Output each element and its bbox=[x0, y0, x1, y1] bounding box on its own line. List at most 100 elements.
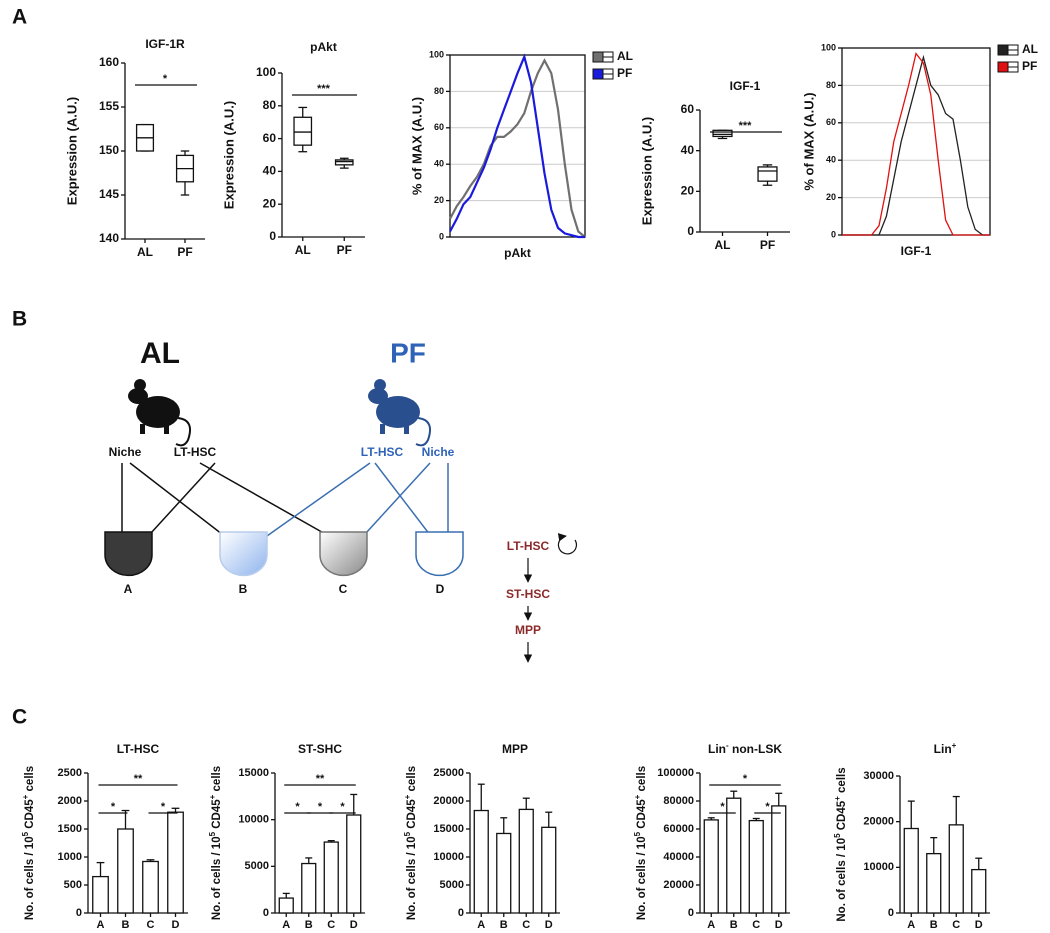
x-tick-label: B bbox=[930, 919, 938, 931]
mouse-icon bbox=[368, 379, 431, 447]
y-tick-label: 10000 bbox=[433, 851, 464, 863]
x-tick-label: A bbox=[907, 919, 915, 931]
legend-label: AL bbox=[1022, 42, 1038, 56]
histogram-line bbox=[842, 52, 990, 236]
y-tick-label: 100 bbox=[821, 42, 836, 52]
x-tick-label: AL bbox=[137, 245, 153, 259]
y-axis-label: % of MAX (A.U.) bbox=[409, 97, 424, 195]
y-axis-label-part: 5 bbox=[21, 831, 30, 836]
significance-label: * bbox=[111, 801, 116, 813]
chart-title-part: Lin bbox=[934, 742, 952, 756]
bar bbox=[748, 819, 764, 914]
box bbox=[712, 129, 733, 138]
chart-title-part: Lin bbox=[708, 742, 726, 756]
y-tick-label: 140 bbox=[99, 231, 119, 245]
plot-frame bbox=[449, 54, 586, 238]
significance-label: *** bbox=[739, 120, 753, 132]
y-axis-label-part: + bbox=[21, 794, 30, 799]
y-axis-label-part: 5 bbox=[633, 831, 642, 836]
group-label: AL bbox=[140, 337, 180, 370]
y-axis-label-part: 5 bbox=[833, 833, 842, 838]
bar bbox=[541, 826, 557, 914]
y-tick-label: 30000 bbox=[863, 770, 894, 782]
y-tick-label: 15000 bbox=[433, 823, 464, 835]
y-tick-label: 40000 bbox=[663, 851, 694, 863]
y-tick-label: 0 bbox=[439, 231, 444, 241]
legend-label: PF bbox=[617, 66, 632, 80]
y-axis-label-part: cells bbox=[836, 767, 848, 796]
y-tick-label: 100 bbox=[429, 49, 444, 59]
dish bbox=[104, 531, 153, 577]
y-axis-label: No. of cells / 105 CD45+ cells bbox=[208, 766, 223, 920]
y-axis-label-part: No. of cells / 10 bbox=[24, 836, 36, 920]
y-tick-label: 20 bbox=[826, 192, 836, 202]
y-axis-label: Expression (A.U.) bbox=[221, 101, 236, 209]
chart-title-part: MPP bbox=[502, 742, 528, 756]
chart-title: pAkt bbox=[310, 40, 337, 54]
y-tick-label: 20 bbox=[434, 195, 444, 205]
y-tick-label: 60000 bbox=[663, 823, 694, 835]
bar bbox=[771, 805, 787, 914]
x-tick-label: C bbox=[752, 919, 760, 931]
x-tick-label: C bbox=[327, 919, 335, 931]
y-tick-label: 1500 bbox=[58, 823, 82, 835]
y-axis-label: Expression (A.U.) bbox=[64, 97, 79, 205]
dish bbox=[415, 531, 464, 577]
dish-label: B bbox=[239, 582, 248, 596]
y-axis-label-part: cells bbox=[636, 766, 648, 795]
y-axis-label-part: + bbox=[633, 794, 642, 799]
y-tick-label: 80000 bbox=[663, 795, 694, 807]
y-tick-label: 0 bbox=[263, 907, 269, 919]
bar bbox=[518, 808, 534, 914]
significance-label: * bbox=[743, 773, 748, 785]
y-tick-label: 20000 bbox=[663, 879, 694, 891]
significance-label: * bbox=[720, 801, 725, 813]
y-axis-label-part: + bbox=[833, 796, 842, 801]
x-axis-label: pAkt bbox=[504, 246, 531, 260]
chart-title-part: + bbox=[952, 741, 957, 750]
y-tick-label: 25000 bbox=[433, 767, 464, 779]
chart-title: IGF-1R bbox=[145, 37, 185, 51]
y-tick-label: 100000 bbox=[657, 767, 694, 779]
y-tick-label: 1000 bbox=[58, 851, 82, 863]
x-tick-label: C bbox=[147, 919, 155, 931]
bar bbox=[167, 811, 184, 914]
y-tick-label: 2500 bbox=[58, 767, 82, 779]
x-tick-label: PF bbox=[337, 243, 352, 257]
y-axis-label-part: CD45 bbox=[211, 799, 223, 832]
x-tick-label: B bbox=[122, 919, 130, 931]
y-tick-label: 15000 bbox=[238, 767, 269, 779]
y-axis-label-part: No. of cells / 10 bbox=[836, 838, 848, 922]
y-axis-label-part: No. of cells / 10 bbox=[636, 836, 648, 920]
significance-label: * bbox=[161, 801, 166, 813]
source-label: LT-HSC bbox=[174, 445, 217, 459]
y-tick-label: 0 bbox=[831, 229, 836, 239]
y-axis-label-part: CD45 bbox=[836, 800, 848, 833]
x-tick-label: C bbox=[522, 919, 530, 931]
box bbox=[334, 159, 354, 166]
hierarchy-label: MPP bbox=[515, 623, 541, 637]
y-axis-label-part: cells bbox=[406, 766, 418, 795]
source-label: Niche bbox=[422, 445, 455, 459]
y-tick-label: 80 bbox=[263, 98, 277, 112]
y-axis-label-part: + bbox=[208, 794, 217, 799]
dish bbox=[319, 531, 368, 577]
chart-title: LT-HSC bbox=[117, 742, 160, 756]
y-tick-label: 80 bbox=[826, 80, 836, 90]
x-tick-label: D bbox=[350, 919, 358, 931]
significance-label: * bbox=[163, 73, 168, 85]
bar bbox=[142, 860, 159, 914]
x-axis-label: IGF-1 bbox=[901, 244, 932, 258]
x-tick-label: D bbox=[975, 919, 983, 931]
x-tick-label: A bbox=[707, 919, 715, 931]
y-tick-label: 5000 bbox=[245, 860, 269, 872]
hierarchy-arrows bbox=[523, 533, 578, 663]
y-tick-label: 0 bbox=[458, 907, 464, 919]
x-tick-label: AL bbox=[295, 243, 311, 257]
y-tick-label: 500 bbox=[64, 879, 82, 891]
significance-label: * bbox=[295, 801, 300, 813]
bar bbox=[496, 832, 512, 914]
bar bbox=[726, 797, 742, 914]
y-tick-label: 155 bbox=[99, 99, 119, 113]
chart-title: IGF-1 bbox=[730, 79, 761, 93]
